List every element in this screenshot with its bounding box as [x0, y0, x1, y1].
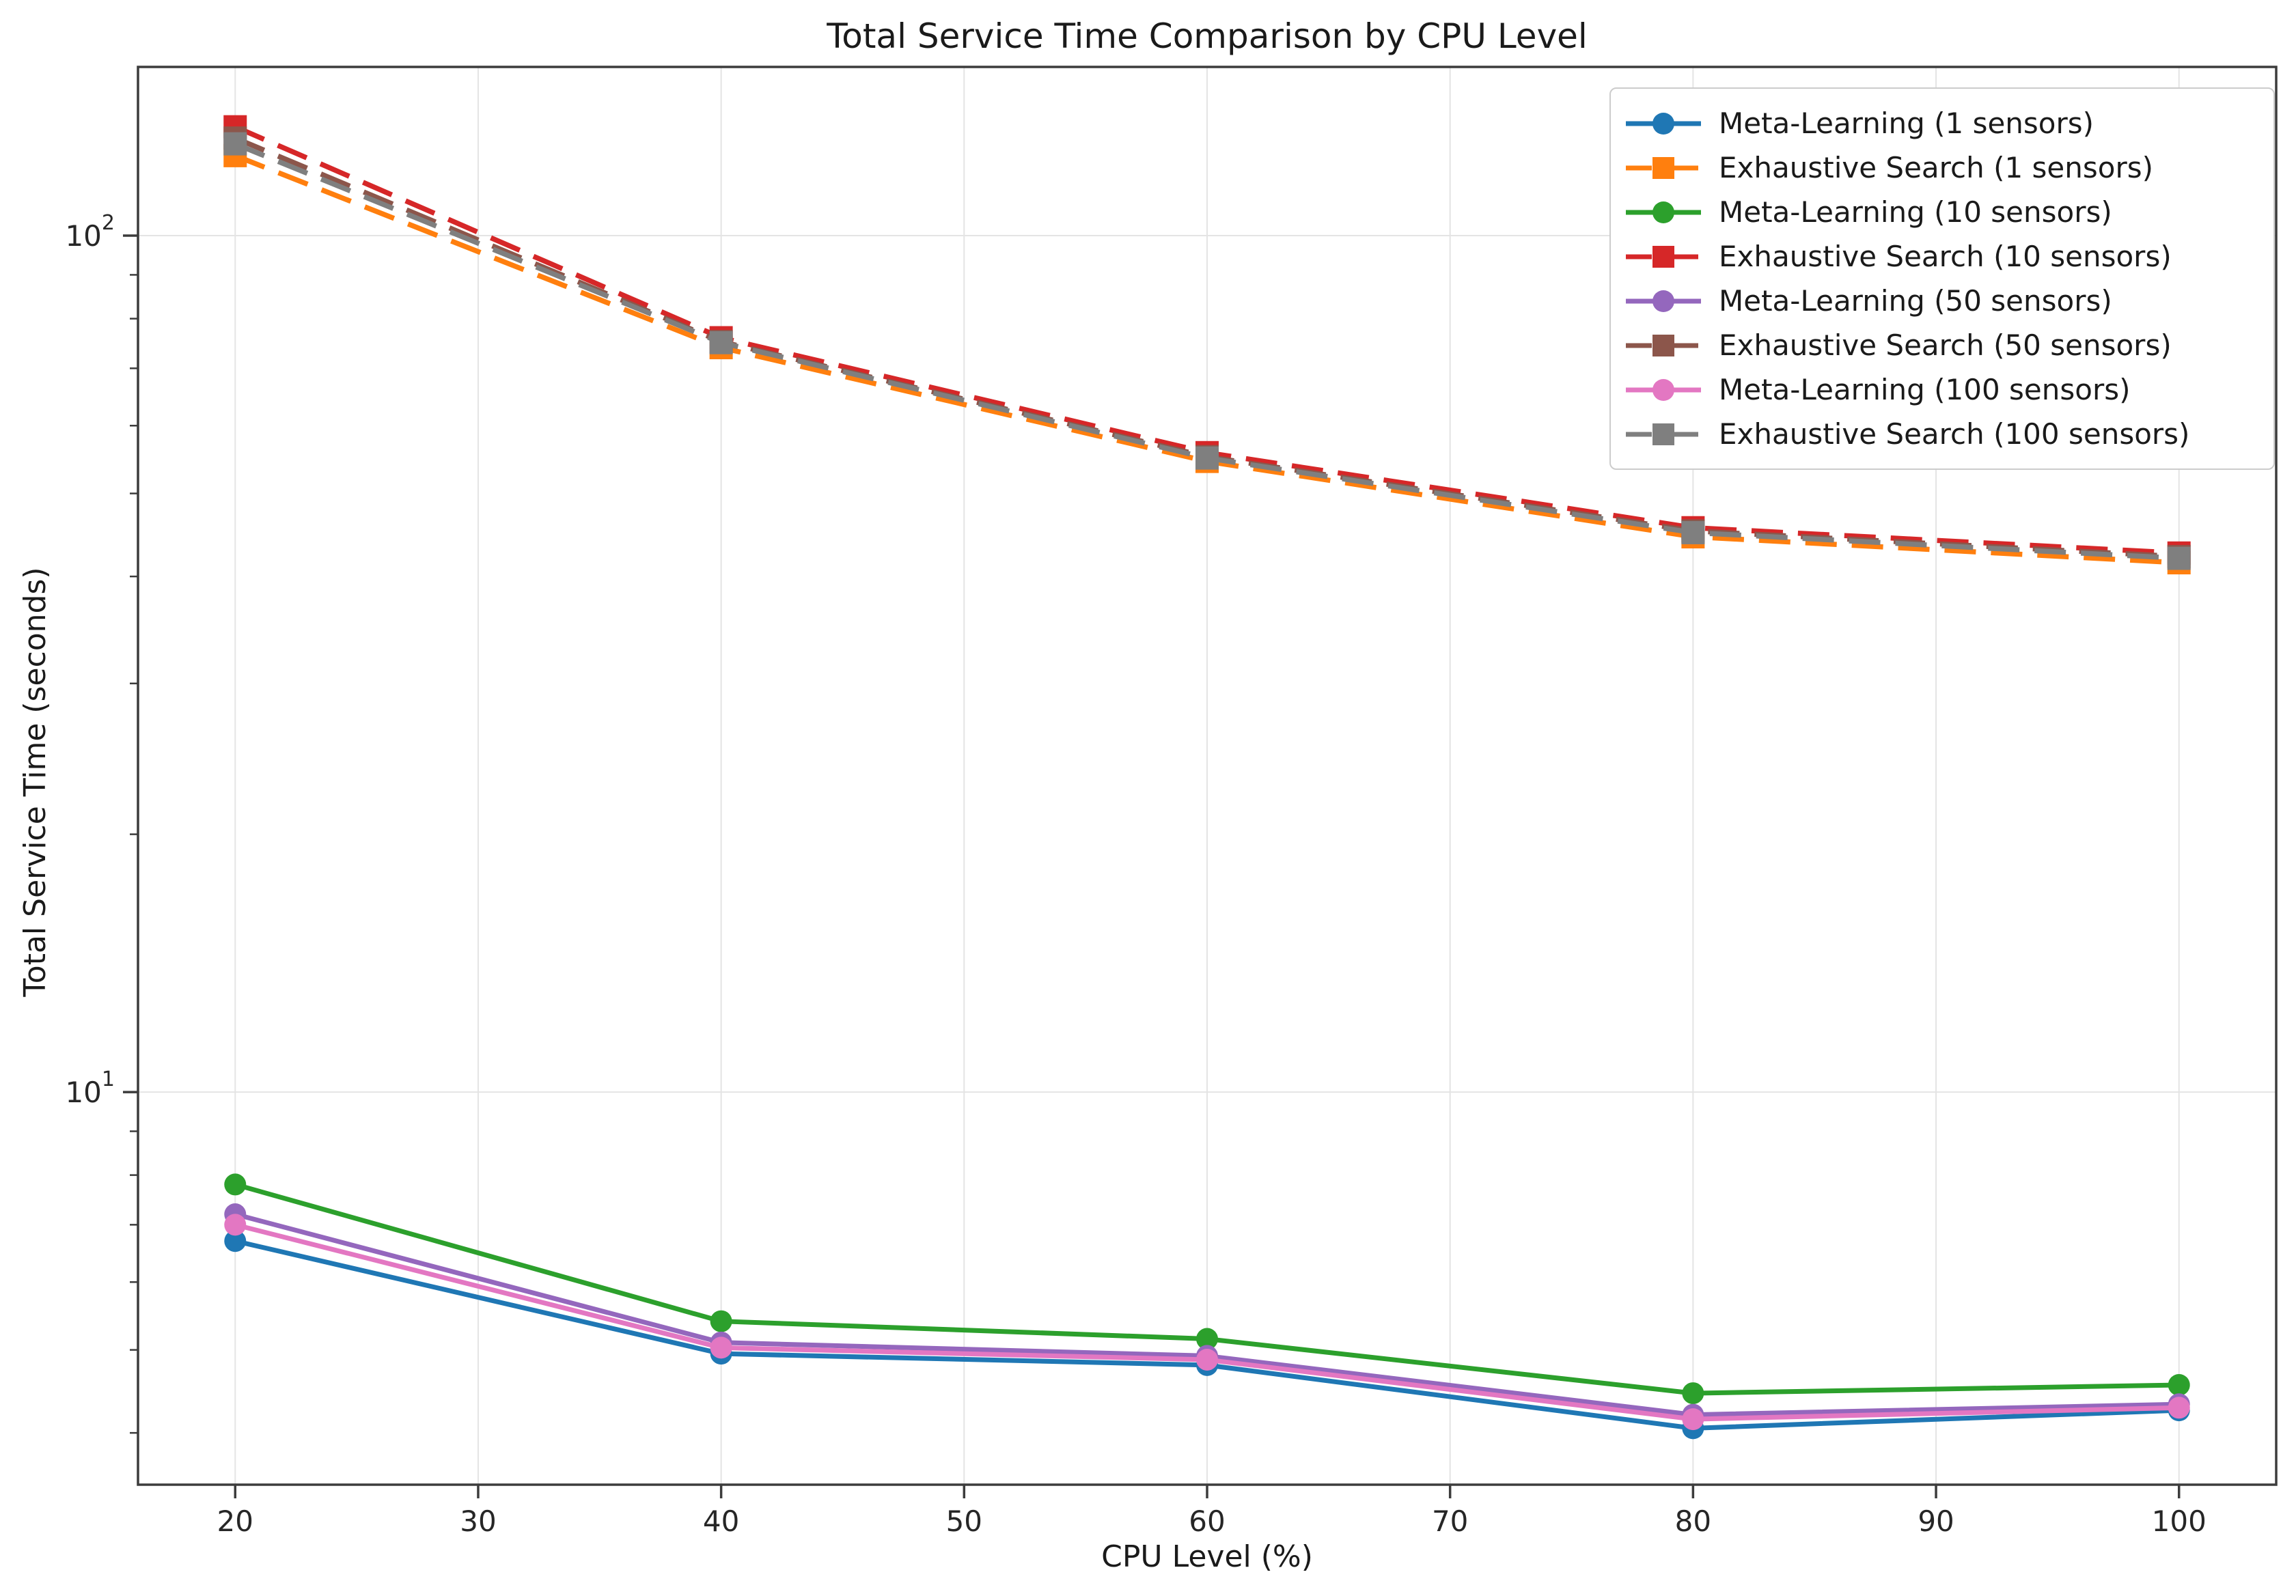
solid-line-sample-icon: [1626, 112, 1701, 135]
circle-marker-icon: [1652, 378, 1674, 401]
chart-title: Total Service Time Comparison by CPU Lev…: [827, 16, 1588, 56]
data-point-marker: [1196, 1328, 1218, 1350]
x-tick-label: 40: [703, 1504, 739, 1538]
dashed-line-sample-icon: [1626, 423, 1701, 445]
legend-item-label: Meta-Learning (10 sensors): [1719, 195, 2112, 229]
legend-item-label: Exhaustive Search (10 sensors): [1719, 240, 2172, 273]
data-point-marker: [709, 331, 733, 354]
x-tick-label: 60: [1189, 1504, 1225, 1538]
solid-line-sample-icon: [1626, 201, 1701, 223]
circle-marker-icon: [1652, 112, 1674, 135]
x-tick-label: 90: [1918, 1504, 1954, 1538]
data-point-marker: [223, 132, 247, 156]
x-tick-label: 20: [217, 1504, 253, 1538]
data-point-marker: [1682, 1382, 1704, 1405]
x-tick-label: 50: [946, 1504, 982, 1538]
series-line: [234, 153, 2179, 565]
legend-item: Meta-Learning (50 sensors): [1626, 279, 2258, 323]
square-marker-icon: [1652, 245, 1674, 268]
dashed-line-sample-icon: [1626, 245, 1701, 268]
legend-item: Exhaustive Search (10 sensors): [1626, 234, 2258, 279]
legend-item-label: Exhaustive Search (100 sensors): [1719, 417, 2190, 451]
data-point-marker: [1195, 446, 1219, 470]
x-tick-label: 30: [460, 1504, 496, 1538]
x-tick-label: 70: [1432, 1504, 1468, 1538]
legend-item: Exhaustive Search (50 sensors): [1626, 323, 2258, 367]
data-point-marker: [1681, 520, 1705, 544]
legend-item-label: Exhaustive Search (1 sensors): [1719, 151, 2153, 184]
data-point-marker: [710, 1336, 732, 1359]
dashed-line-sample-icon: [1626, 334, 1701, 356]
data-point-marker: [710, 1310, 732, 1332]
y-axis-label: Total Service Time (seconds): [18, 567, 53, 997]
y-tick-label: 101: [65, 1067, 115, 1109]
square-marker-icon: [1652, 156, 1674, 179]
data-point-marker: [1196, 1348, 1218, 1371]
data-point-marker: [2168, 1397, 2190, 1419]
data-point-marker: [224, 1214, 247, 1236]
legend-item-label: Meta-Learning (1 sensors): [1719, 107, 2094, 140]
solid-line-sample-icon: [1626, 290, 1701, 312]
circle-marker-icon: [1652, 290, 1674, 312]
dashed-line-sample-icon: [1626, 156, 1701, 179]
data-point-marker: [2168, 1373, 2190, 1396]
y-tick-label: 102: [65, 211, 115, 253]
solid-line-sample-icon: [1626, 378, 1701, 401]
plot-border: [137, 66, 2278, 1486]
square-marker-icon: [1652, 334, 1674, 356]
legend: Meta-Learning (1 sensors) Exhaustive Sear…: [1609, 87, 2275, 470]
square-marker-icon: [1652, 423, 1674, 445]
legend-item-label: Exhaustive Search (50 sensors): [1719, 328, 2172, 362]
data-point-marker: [224, 1230, 247, 1252]
legend-item-label: Meta-Learning (100 sensors): [1719, 373, 2131, 406]
x-axis-label: CPU Level (%): [1101, 1539, 1313, 1574]
legend-item: Meta-Learning (100 sensors): [1626, 367, 2258, 412]
legend-item: Meta-Learning (10 sensors): [1626, 190, 2258, 234]
circle-marker-icon: [1652, 201, 1674, 223]
legend-item-label: Meta-Learning (50 sensors): [1719, 284, 2112, 318]
legend-item: Exhaustive Search (100 sensors): [1626, 412, 2258, 456]
data-point-marker: [2167, 546, 2191, 570]
legend-item: Exhaustive Search (1 sensors): [1626, 145, 2258, 190]
legend-item: Meta-Learning (1 sensors): [1626, 101, 2258, 145]
x-tick-label: 100: [2152, 1504, 2207, 1538]
data-point-marker: [1682, 1408, 1704, 1431]
data-point-marker: [224, 1173, 247, 1196]
x-tick-label: 80: [1675, 1504, 1711, 1538]
